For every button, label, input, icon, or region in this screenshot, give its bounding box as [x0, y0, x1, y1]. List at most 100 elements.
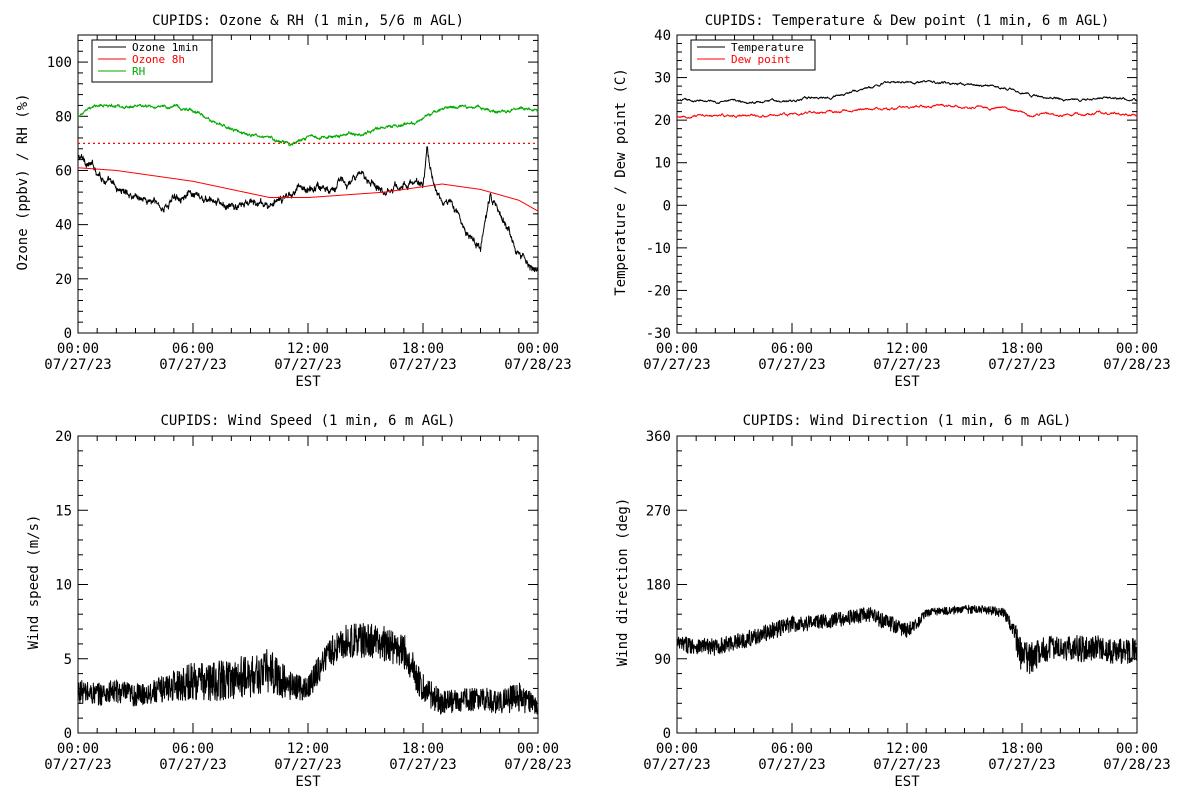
- temp-dew-ytick-label: 20: [654, 113, 671, 129]
- temp-dew-ytick-label: 0: [663, 198, 671, 214]
- temp-dew-xtick-date: 07/27/23: [988, 357, 1055, 373]
- ozone-rh-xtick-date: 07/27/23: [389, 357, 456, 373]
- temp-dew-xtick-date: 07/27/23: [758, 357, 825, 373]
- wind-direction-xtick-time: 12:00: [886, 741, 928, 757]
- wind-speed-xtick-time: 00:00: [517, 741, 559, 757]
- ozone-rh-ytick-label: 40: [55, 218, 72, 234]
- wind-speed-ytick-label: 0: [64, 726, 72, 742]
- legend-label: Ozone 1min: [132, 41, 198, 54]
- wind-speed-xtick-time: 06:00: [172, 741, 214, 757]
- ozone-rh-plot-area: 02040608010000:0007/27/2306:0007/27/2312…: [44, 34, 572, 373]
- temp-dew-plot-area: -30-20-1001020304000:0007/27/2306:0007/2…: [643, 28, 1170, 373]
- temp-dew-ytick-label: 30: [654, 71, 671, 87]
- legend-label: Dew point: [731, 53, 791, 66]
- temp-dew-xtick-time: 00:00: [1116, 341, 1158, 357]
- temp-dew-panel: CUPIDS: Temperature & Dew point (1 min, …: [613, 13, 1171, 390]
- wind-direction-ytick-label: 0: [663, 726, 671, 742]
- wind-direction-xtick-date: 07/27/23: [873, 757, 940, 773]
- wind-direction-ytick-label: 90: [654, 652, 671, 668]
- wind-direction-xtick-time: 00:00: [1116, 741, 1158, 757]
- wind-direction-plot-area: 09018027036000:0007/27/2306:0007/27/2312…: [643, 429, 1170, 773]
- temp-dew-xtick-time: 00:00: [656, 341, 698, 357]
- wind-speed-ytick-label: 20: [55, 429, 72, 445]
- wind-speed-xtick-date: 07/27/23: [274, 757, 341, 773]
- legend-label: Ozone 8h: [132, 53, 185, 66]
- temp-dew-xtick-time: 12:00: [886, 341, 928, 357]
- wind-direction-panel: CUPIDS: Wind Direction (1 min, 6 m AGL) …: [615, 413, 1171, 790]
- temp-dew-xtick-time: 18:00: [1001, 341, 1043, 357]
- ozone-rh-ytick-label: 80: [55, 109, 72, 125]
- ozone-rh-xtick-date: 07/27/23: [44, 357, 111, 373]
- legend-label: Temperature: [731, 41, 804, 54]
- wind-direction-ytick-label: 270: [646, 503, 671, 519]
- ozone-rh-xtick-time: 06:00: [172, 341, 214, 357]
- temp-dew-frame: [676, 34, 1138, 334]
- ozone-rh-xlabel: EST: [295, 374, 321, 390]
- wind-direction-xtick-date: 07/28/23: [1103, 757, 1170, 773]
- ozone-rh-panel: CUPIDS: Ozone & RH (1 min, 5/6 m AGL) Oz…: [15, 13, 572, 390]
- wind-speed-xtick-date: 07/27/23: [159, 757, 226, 773]
- wind-direction-ylabel: Wind direction (deg): [615, 498, 631, 667]
- wind-speed-xtick-time: 00:00: [57, 741, 99, 757]
- ozone-rh-xtick-time: 00:00: [57, 341, 99, 357]
- wind-direction-ytick-label: 360: [646, 429, 671, 445]
- dew-point-series-line: [676, 103, 1138, 119]
- wind-speed-ytick-label: 10: [55, 578, 72, 594]
- rh-series-line: [77, 103, 539, 147]
- wind-speed-xtick-time: 18:00: [402, 741, 444, 757]
- ozone-rh-xtick-time: 18:00: [402, 341, 444, 357]
- wind-direction-xtick-date: 07/27/23: [643, 757, 710, 773]
- ozone-rh-ytick-label: 60: [55, 163, 72, 179]
- legend-label: RH: [132, 65, 145, 78]
- wind-speed-xtick-date: 07/28/23: [504, 757, 571, 773]
- wind-speed-ylabel: Wind speed (m/s): [26, 515, 42, 650]
- wind-speed-xtick-date: 07/27/23: [44, 757, 111, 773]
- ozone-rh-xtick-time: 12:00: [287, 341, 329, 357]
- ozone-rh-ytick-label: 20: [55, 272, 72, 288]
- ozone-rh-xtick-date: 07/28/23: [504, 357, 571, 373]
- ozone-rh-xtick-time: 00:00: [517, 341, 559, 357]
- temp-dew-ylabel: Temperature / Dew point (C): [613, 68, 629, 296]
- temp-dew-xtick-date: 07/27/23: [643, 357, 710, 373]
- wind-speed-ytick-label: 15: [55, 503, 72, 519]
- ozone-rh-ytick-label: 100: [47, 55, 72, 71]
- wind-direction-xtick-time: 00:00: [656, 741, 698, 757]
- wind-direction-xtick-date: 07/27/23: [988, 757, 1055, 773]
- temp-dew-ytick-label: -10: [646, 241, 671, 257]
- ozone-rh-title: CUPIDS: Ozone & RH (1 min, 5/6 m AGL): [152, 13, 464, 29]
- temperature-series-line: [676, 79, 1138, 105]
- wind-speed-xtick-time: 12:00: [287, 741, 329, 757]
- ozone-rh-ytick-label: 0: [64, 326, 72, 342]
- ozone-rh-xtick-date: 07/27/23: [159, 357, 226, 373]
- wind-direction-xtick-time: 18:00: [1001, 741, 1043, 757]
- temp-dew-legend-box: [690, 39, 816, 71]
- temp-dew-xtick-date: 07/27/23: [873, 357, 940, 373]
- ozone-rh-xtick-date: 07/27/23: [274, 357, 341, 373]
- temp-dew-ytick-label: 40: [654, 28, 671, 44]
- temp-dew-xtick-time: 06:00: [771, 341, 813, 357]
- wind-direction-xtick-date: 07/27/23: [758, 757, 825, 773]
- temp-dew-ytick-label: 10: [654, 156, 671, 172]
- wind-speed-plot-area: 0510152000:0007/27/2306:0007/27/2312:000…: [44, 429, 571, 773]
- wind-direction-xlabel: EST: [894, 774, 920, 790]
- temp-dew-ytick-label: -20: [646, 283, 671, 299]
- wind-speed-xtick-date: 07/27/23: [389, 757, 456, 773]
- ozone-1min-series-line: [77, 146, 539, 273]
- wind-speed-xlabel: EST: [295, 774, 321, 790]
- wind-direction-xtick-time: 06:00: [771, 741, 813, 757]
- temp-dew-xlabel: EST: [894, 374, 920, 390]
- wind-speed-title: CUPIDS: Wind Speed (1 min, 6 m AGL): [160, 413, 455, 429]
- wind-speed-panel: CUPIDS: Wind Speed (1 min, 6 m AGL) Wind…: [26, 413, 572, 790]
- wind-direction-frame: [676, 435, 1138, 734]
- wind-direction-ytick-label: 180: [646, 578, 671, 594]
- ozone-rh-ylabel: Ozone (ppbv) / RH (%): [15, 93, 31, 270]
- wind-direction-title: CUPIDS: Wind Direction (1 min, 6 m AGL): [743, 413, 1072, 429]
- temp-dew-ytick-label: -30: [646, 326, 671, 342]
- wind-speed-ytick-label: 5: [64, 652, 72, 668]
- temp-dew-xtick-date: 07/28/23: [1103, 357, 1170, 373]
- wind-speed-series-line: [77, 623, 539, 715]
- ozone-8h-series-line: [77, 167, 539, 212]
- temp-dew-title: CUPIDS: Temperature & Dew point (1 min, …: [705, 13, 1110, 29]
- wind-direction-series-line: [676, 604, 1138, 675]
